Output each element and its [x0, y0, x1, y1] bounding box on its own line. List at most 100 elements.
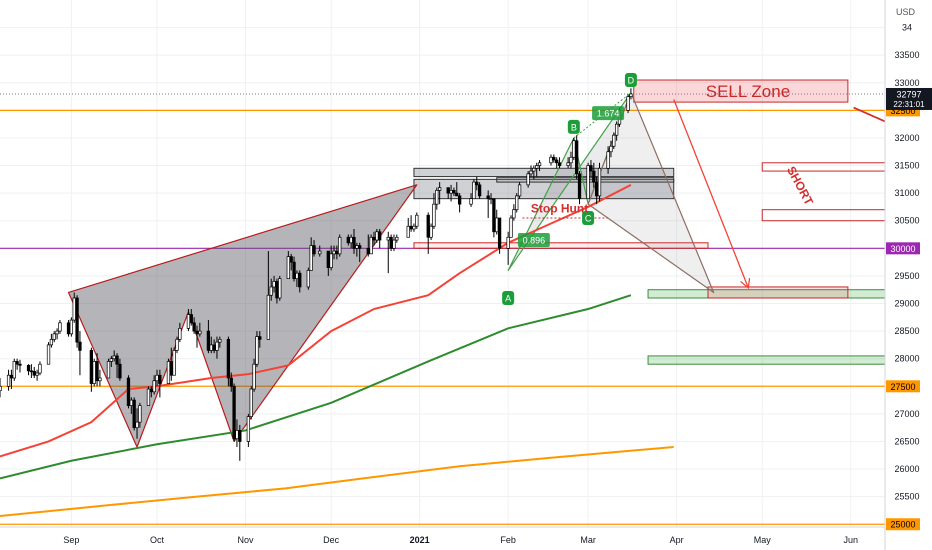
- candle-body: [486, 195, 490, 200]
- candle-body: [355, 245, 359, 249]
- candle: [172, 347, 176, 376]
- candle-body: [229, 377, 233, 387]
- candle-body: [577, 173, 582, 200]
- candle-body: [258, 336, 262, 340]
- candle-body: [78, 341, 82, 351]
- candle-body: [172, 350, 176, 376]
- candle-body: [129, 399, 133, 406]
- candle-body: [614, 123, 619, 136]
- candle: [606, 146, 610, 174]
- candle: [78, 331, 82, 376]
- candle-body: [532, 167, 536, 172]
- candle-body: [149, 388, 153, 393]
- zone-box: [496, 177, 675, 183]
- candle: [589, 160, 593, 177]
- last-price-label: 32797: [896, 89, 921, 99]
- candle-body: [435, 190, 439, 205]
- candle-body: [609, 145, 613, 153]
- price-tick-label: 26000: [894, 464, 919, 474]
- candle: [592, 162, 596, 188]
- candle-body: [198, 330, 202, 335]
- candle-body: [517, 184, 522, 197]
- candle-body: [512, 209, 516, 219]
- candle-body: [352, 236, 356, 249]
- candle-body: [369, 236, 373, 255]
- candle: [246, 413, 251, 447]
- candle-body: [626, 96, 630, 111]
- price-tick-label: 33500: [894, 50, 919, 60]
- candle: [49, 333, 54, 348]
- price-tick-label: 29500: [894, 271, 919, 281]
- candle-body: [246, 416, 251, 442]
- candle-body: [255, 336, 259, 365]
- candle-body: [98, 377, 102, 382]
- candle: [358, 242, 362, 263]
- candle: [215, 336, 219, 359]
- candle-body: [575, 140, 579, 175]
- candle: [189, 309, 193, 326]
- pivot-label: A: [505, 293, 511, 303]
- candle: [429, 223, 433, 241]
- candle: [586, 162, 590, 200]
- ratio-badge: [517, 233, 550, 248]
- candle-body: [0, 385, 2, 392]
- candle: [66, 320, 71, 337]
- candle-body: [318, 250, 322, 255]
- candle-body: [589, 165, 593, 172]
- candle: [126, 375, 131, 409]
- price-axis[interactable]: 25000 25500 26000 26500 27000 27500 28000 28500…: [886, 23, 932, 531]
- candle: [289, 253, 293, 271]
- time-tick-label: 2021: [410, 535, 430, 545]
- candle-body: [118, 363, 122, 379]
- candle-body: [437, 187, 442, 191]
- time-axis[interactable]: Sep Oct Nov Dec 2021 Feb Mar Apr May Jun: [63, 535, 858, 545]
- candle-body: [386, 236, 390, 241]
- price-tick-label: 25500: [894, 492, 919, 502]
- candle: [569, 151, 573, 169]
- candle-body: [446, 187, 450, 194]
- candle-body: [75, 297, 79, 343]
- candle: [258, 331, 262, 348]
- candle: [614, 121, 619, 141]
- candle-body: [46, 344, 51, 365]
- candle-body: [138, 405, 142, 423]
- candle-body: [566, 162, 570, 166]
- price-candles[interactable]: [0, 88, 633, 461]
- price-badge: [886, 380, 920, 393]
- candle: [432, 193, 436, 230]
- candle: [306, 267, 310, 290]
- candle-body: [326, 250, 330, 268]
- candle-body: [395, 236, 399, 241]
- candle: [515, 193, 519, 213]
- candle: [392, 234, 396, 252]
- sell-zone-title: SELL Zone: [706, 82, 790, 101]
- price-tick-label: 30500: [894, 216, 919, 226]
- price-tick-label: 33000: [894, 78, 919, 88]
- candle-body: [595, 181, 599, 197]
- candle: [58, 320, 62, 334]
- candle: [166, 358, 171, 384]
- candle: [15, 358, 19, 370]
- candle: [12, 358, 16, 381]
- candle-body: [12, 361, 16, 379]
- ma-line-ma-long: [0, 445, 674, 517]
- candle-body: [429, 225, 433, 238]
- candle-body: [158, 374, 162, 384]
- candle-body: [392, 239, 396, 249]
- candle-body: [409, 225, 413, 230]
- candle: [269, 278, 273, 301]
- candle-body: [475, 181, 479, 186]
- price-tick-label: 28000: [894, 354, 919, 364]
- candle: [486, 190, 490, 218]
- candle: [95, 353, 99, 387]
- candle-body: [497, 217, 502, 249]
- ma-line-ma-mid: [0, 294, 632, 480]
- candle-body: [389, 236, 393, 249]
- candle-body: [232, 385, 236, 440]
- ratio-label: 0.896: [523, 236, 546, 246]
- candle: [278, 275, 282, 301]
- candle: [175, 336, 179, 354]
- candle: [138, 402, 142, 428]
- time-tick-label: Nov: [238, 535, 255, 545]
